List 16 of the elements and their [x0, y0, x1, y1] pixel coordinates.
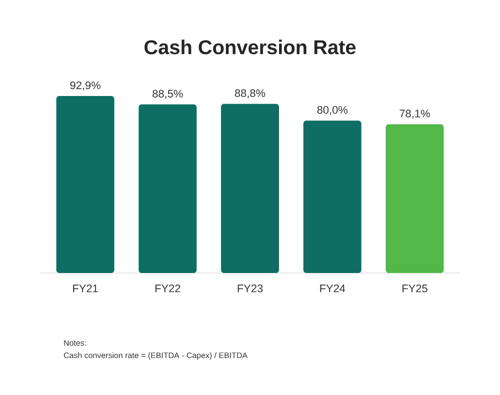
x-tick-label: FY25 [402, 284, 428, 292]
x-tick-label: FY22 [155, 284, 180, 292]
data-label: 80,0% [317, 106, 348, 116]
bar [386, 124, 444, 273]
x-tick-label: FY23 [238, 284, 263, 292]
bar [138, 104, 197, 273]
bar [221, 104, 280, 273]
data-label: 92,9% [70, 81, 100, 90]
chart-title: Cash Conversion Rate [144, 40, 356, 54]
x-tick-label: FY24 [320, 284, 346, 292]
data-label: 88,8% [234, 89, 266, 98]
data-label: 78,1% [400, 110, 430, 119]
data-label: 88,5% [152, 90, 183, 99]
x-tick-label: FY21 [73, 284, 98, 292]
bar [56, 96, 114, 273]
bar [303, 120, 362, 273]
